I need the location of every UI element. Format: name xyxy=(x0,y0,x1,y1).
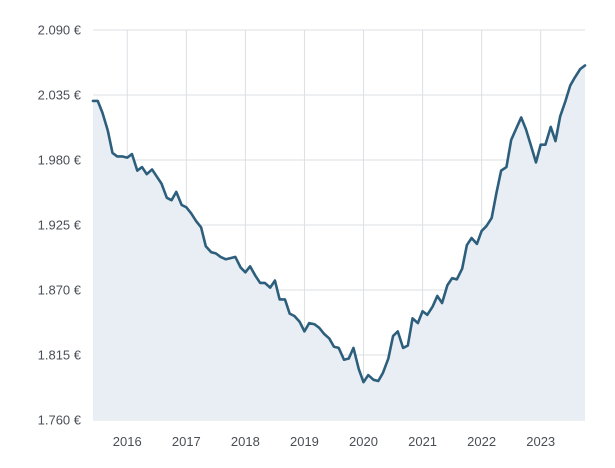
y-tick-label: 1.870 € xyxy=(38,283,82,298)
y-axis-labels: 1.760 € 1.815 € 1.870 € 1.925 € 1.980 € 2.035… xyxy=(38,23,82,428)
x-tick-label: 2023 xyxy=(526,434,555,449)
y-tick-label: 2.090 € xyxy=(38,23,82,38)
x-tick-label: 2018 xyxy=(231,434,260,449)
y-tick-label: 1.925 € xyxy=(38,218,82,233)
y-tick-label: 2.035 € xyxy=(38,88,82,103)
y-tick-label: 1.980 € xyxy=(38,153,82,168)
y-tick-label: 1.815 € xyxy=(38,348,82,363)
x-tick-label: 2020 xyxy=(349,434,378,449)
x-tick-label: 2022 xyxy=(467,434,496,449)
series-area-fill xyxy=(93,65,585,420)
x-axis-labels: 2016 2017 2018 2019 2020 2021 2022 2023 xyxy=(113,434,555,449)
x-tick-label: 2021 xyxy=(408,434,437,449)
series-line xyxy=(91,64,587,384)
x-tick-label: 2019 xyxy=(290,434,319,449)
x-tick-label: 2016 xyxy=(113,434,142,449)
y-tick-label: 1.760 € xyxy=(38,413,82,428)
x-tick-label: 2017 xyxy=(172,434,201,449)
